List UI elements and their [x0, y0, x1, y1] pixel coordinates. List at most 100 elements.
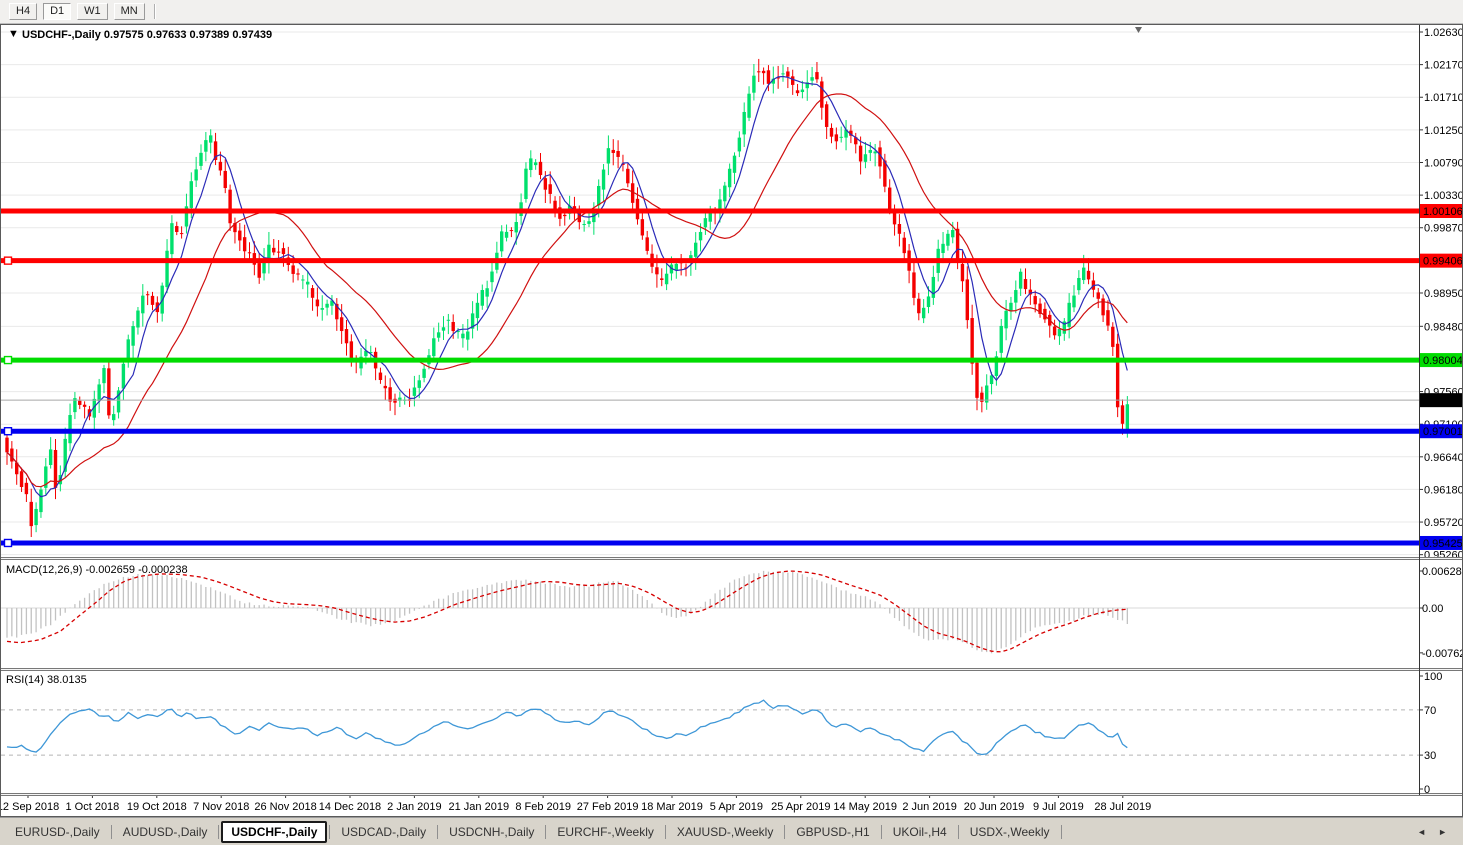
- tab-divider: [957, 824, 959, 839]
- chart-tab-eurchf-weekly[interactable]: EURCHF-,Weekly: [557, 824, 654, 839]
- chart-frame: [0, 24, 1463, 817]
- tab-divider: [437, 824, 439, 839]
- macd-tick-label: 0.00: [1422, 603, 1443, 615]
- tab-divider: [784, 824, 786, 839]
- price-tick-label: 0.96640: [1424, 452, 1463, 464]
- chart-tab-eurusd-daily[interactable]: EURUSD-,Daily: [15, 824, 100, 839]
- date-tick-label: 28 Jul 2019: [1094, 801, 1151, 813]
- macd-signal-line: [6, 570, 1128, 653]
- level-price-badge: [1419, 204, 1463, 219]
- level-price-badge: [1419, 424, 1463, 439]
- chart-canvas[interactable]: 1.02630 1.02170 1.01710 1.01250 1.00790 1.003…: [0, 24, 1463, 817]
- ma-fast-line: [6, 75, 1128, 498]
- date-tick-label: 27 Feb 2019: [577, 801, 639, 813]
- date-tick-label: 14 Dec 2018: [319, 801, 381, 813]
- macd-tick-label: 0.006286: [1422, 566, 1463, 578]
- price-tick-label: 0.96180: [1424, 484, 1463, 496]
- level-price-badge: [1419, 535, 1463, 550]
- line-anchor-handle[interactable]: [3, 355, 13, 365]
- rsi-tick-label: 70: [1424, 705, 1436, 717]
- chart-tabs-bar: EURUSD-,Daily AUDUSD-,Daily USDCHF-,Daily U…: [0, 817, 1463, 845]
- chart-tab-usdchf-daily[interactable]: USDCHF-,Daily: [221, 820, 328, 843]
- rsi-label: RSI(14) 38.0135: [6, 674, 87, 686]
- tab-scroll-left-icon[interactable]: ◄: [1417, 826, 1427, 837]
- date-tick-label: 20 Jun 2019: [964, 801, 1025, 813]
- timeframe-toolbar: H4 D1 W1 MN: [0, 0, 1463, 24]
- price-tick-label: 1.02630: [1424, 27, 1463, 39]
- macd-label: MACD(12,26,9) -0.002659 -0.000238: [6, 564, 188, 576]
- timeframe-button-h4[interactable]: H4: [9, 3, 38, 20]
- price-tick-label: 1.00790: [1424, 157, 1463, 169]
- date-tick-label: 18 Mar 2019: [641, 801, 703, 813]
- level-price-badge: [1419, 353, 1463, 368]
- chart-tab-audusd-daily[interactable]: AUDUSD-,Daily: [122, 824, 208, 839]
- tab-divider: [664, 824, 666, 839]
- chart-shift-marker-icon[interactable]: [1135, 27, 1142, 33]
- price-gridlines: [1, 31, 1419, 556]
- line-anchor-handle[interactable]: [3, 256, 13, 265]
- price-axis[interactable]: 1.02630 1.02170 1.01710 1.01250 1.00790 1.003…: [1419, 27, 1463, 796]
- line-anchor-handle[interactable]: [3, 538, 13, 548]
- current-price-badge-label: 0.97439: [1423, 395, 1463, 407]
- symbol-dropdown-icon[interactable]: ▼: [8, 28, 19, 40]
- timeframe-button-d1[interactable]: D1: [43, 3, 72, 20]
- tab-scroll-arrows: ◄ ►: [1417, 827, 1457, 837]
- rsi-line: [6, 699, 1128, 756]
- date-tick-label: 9 Jul 2019: [1033, 801, 1084, 813]
- rsi-tick-label: 30: [1424, 750, 1436, 762]
- date-tick-label: 2 Jun 2019: [902, 801, 956, 813]
- level-price-badge: [1419, 253, 1463, 268]
- current-price-badge: [1419, 393, 1463, 408]
- chart-title: USDCHF-,Daily 0.97575 0.97633 0.97389 0.…: [22, 29, 272, 41]
- tab-divider: [545, 824, 547, 839]
- chart-tab-usdx-weekly[interactable]: USDX-,Weekly: [969, 824, 1050, 839]
- line-anchor-handle[interactable]: [3, 427, 13, 436]
- level-price-badge-label: 0.98004: [1423, 355, 1463, 367]
- ma-slow-line: [6, 93, 1128, 488]
- date-tick-label: 21 Jan 2019: [449, 801, 510, 813]
- chart-tab-gbpusd-h1[interactable]: GBPUSD-,H1: [796, 824, 870, 839]
- date-tick-label: 2 Jan 2019: [387, 801, 441, 813]
- price-tick-label: 0.98480: [1424, 321, 1463, 333]
- tab-scroll-right-icon[interactable]: ►: [1438, 826, 1447, 837]
- tab-divider: [1060, 824, 1062, 839]
- price-tick-label: 0.98950: [1424, 288, 1463, 300]
- chart-tab-xauusd-weekly[interactable]: XAUUSD-,Weekly: [676, 824, 774, 839]
- level-price-badge-label: 0.99406: [1423, 256, 1463, 268]
- chart-tab-usdcnh-daily[interactable]: USDCNH-,Daily: [449, 824, 535, 839]
- chart-tab-usdcad-daily[interactable]: USDCAD-,Daily: [341, 824, 427, 839]
- date-tick-label: 8 Feb 2019: [515, 801, 571, 813]
- rsi-tick-label: 0: [1424, 784, 1430, 796]
- tab-divider: [880, 824, 882, 839]
- tab-divider: [110, 824, 112, 839]
- date-tick-label: 5 Apr 2019: [710, 801, 763, 813]
- date-tick-label: 12 Sep 2018: [0, 801, 59, 813]
- date-tick-label: 1 Oct 2018: [65, 801, 119, 813]
- price-tick-label: 1.01710: [1424, 92, 1463, 104]
- tab-divider: [218, 824, 220, 839]
- candlesticks: [5, 58, 1130, 538]
- toolbar-separator: [153, 4, 156, 19]
- date-tick-label: 19 Oct 2018: [127, 801, 187, 813]
- level-price-badge-label: 1.00106: [1423, 206, 1463, 218]
- timeframe-button-mn[interactable]: MN: [113, 3, 145, 20]
- timeframe-button-w1[interactable]: W1: [77, 3, 108, 20]
- tab-divider: [329, 824, 331, 839]
- date-axis[interactable]: 12 Sep 2018 1 Oct 2018 19 Oct 2018 7 Nov 20…: [0, 795, 1151, 813]
- chart-window[interactable]: 1.02630 1.02170 1.01710 1.01250 1.00790 1.003…: [0, 24, 1463, 817]
- price-tick-label: 1.01250: [1424, 125, 1463, 137]
- level-price-badge-label: 0.95425: [1423, 538, 1463, 550]
- chart-tab-ukoil-h4[interactable]: UKOil-,H4: [892, 824, 947, 839]
- rsi-tick-label: 100: [1424, 671, 1442, 683]
- price-tick-label: 0.95720: [1424, 517, 1463, 529]
- price-tick-label: 0.99870: [1424, 223, 1463, 235]
- macd-indicator: [6, 570, 1128, 654]
- date-tick-label: 25 Apr 2019: [771, 801, 830, 813]
- date-tick-label: 14 May 2019: [833, 801, 897, 813]
- price-tick-label: 1.00330: [1424, 190, 1463, 202]
- price-tick-label: 1.02170: [1424, 60, 1463, 72]
- date-tick-label: 26 Nov 2018: [254, 801, 316, 813]
- macd-tick-label: -0.00762: [1422, 648, 1463, 660]
- date-tick-label: 7 Nov 2018: [193, 801, 249, 813]
